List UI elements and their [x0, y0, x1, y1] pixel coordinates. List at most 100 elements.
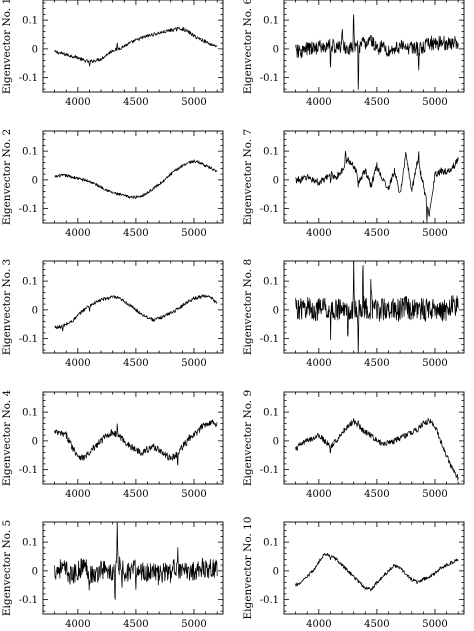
y-tick-label: 0 [32, 305, 38, 316]
x-tick-label: 5000 [422, 489, 447, 500]
y-tick-label: 0.1 [22, 147, 38, 158]
x-tick-label: 4500 [364, 489, 389, 500]
y-axis-label: Eigenvector No. 4 [1, 390, 13, 487]
axes-frame [42, 521, 224, 615]
x-tick-label: 4500 [123, 97, 148, 108]
y-tick-label: 0 [273, 436, 279, 447]
series-line [295, 14, 459, 90]
y-axis-label: Eigenvector No. 7 [242, 129, 254, 225]
y-axis-label: Eigenvector No. 8 [242, 259, 254, 355]
panel-eigenvector-5: 4000 4500 5000 -0.1 0 0.1 Eigenvector No. 5 [1, 520, 224, 630]
y-tick-label: 0.1 [263, 408, 279, 419]
y-axis-label: Eigenvector No. 1 [1, 0, 13, 94]
x-tick-label: 4000 [65, 489, 90, 500]
series-line [54, 522, 218, 600]
axes-frame [42, 391, 224, 485]
x-tick-label: 5000 [422, 619, 447, 630]
x-tick-label: 5000 [422, 228, 447, 239]
x-tick-label: 5000 [181, 619, 206, 630]
y-tick-label: 0.1 [22, 16, 38, 27]
panel-eigenvector-6: 4000 4500 5000 -0.1 0 0.1 Eigenvector No. 6 [242, 0, 465, 108]
y-axis-label: Eigenvector No. 6 [242, 0, 254, 94]
y-tick-label: 0 [273, 566, 279, 577]
y-tick-label: 0 [273, 44, 279, 55]
panel-eigenvector-2: 4000 4500 5000 -0.1 0 0.1 Eigenvector No. 2 [1, 129, 224, 239]
panel-eigenvector-7: 4000 4500 5000 -0.1 0 0.1 Eigenvector No. 7 [242, 129, 465, 239]
axes-frame [42, 0, 224, 93]
panel-eigenvector-9: 4000 4500 5000 -0.1 0 0.1 Eigenvector No. 9 [242, 390, 465, 500]
y-tick-label: -0.1 [19, 73, 38, 84]
y-tick-label: 0 [32, 566, 38, 577]
axes-frame [283, 130, 465, 224]
y-axis-label: Eigenvector No. 9 [242, 390, 254, 486]
y-tick-label: 0.1 [22, 277, 38, 288]
x-tick-label: 4500 [123, 358, 148, 369]
x-tick-label: 4500 [123, 489, 148, 500]
x-tick-label: 4000 [306, 619, 331, 630]
x-tick-label: 4500 [364, 358, 389, 369]
x-tick-label: 5000 [181, 228, 206, 239]
series-line [54, 159, 218, 199]
x-tick-label: 4000 [306, 358, 331, 369]
series-line [54, 419, 218, 466]
panel-eigenvector-8: 4000 4500 5000 -0.1 0 0.1 Eigenvector No. 8 [242, 259, 465, 369]
series-line [54, 26, 218, 67]
y-tick-label: 0 [32, 436, 38, 447]
panel-eigenvector-4: 4000 4500 5000 -0.1 0 0.1 Eigenvector No. 4 [1, 390, 224, 500]
axes-frame [42, 130, 224, 224]
series-line [295, 150, 459, 223]
x-tick-label: 5000 [181, 489, 206, 500]
axes-frame [42, 260, 224, 354]
x-tick-label: 4500 [123, 228, 148, 239]
x-tick-label: 4500 [123, 619, 148, 630]
x-tick-label: 4500 [364, 228, 389, 239]
y-tick-label: 0.1 [22, 538, 38, 549]
y-tick-label: 0.1 [263, 16, 279, 27]
y-tick-label: 0.1 [22, 408, 38, 419]
y-tick-label: 0.1 [263, 277, 279, 288]
y-tick-label: -0.1 [19, 465, 38, 476]
x-tick-label: 4000 [65, 358, 90, 369]
x-tick-label: 4500 [364, 619, 389, 630]
x-tick-label: 4000 [306, 489, 331, 500]
x-tick-label: 4000 [65, 228, 90, 239]
x-tick-label: 4000 [306, 97, 331, 108]
panel-eigenvector-3: 4000 4500 5000 -0.1 0 0.1 Eigenvector No. 3 [1, 259, 224, 369]
y-tick-label: 0 [32, 44, 38, 55]
y-tick-label: -0.1 [19, 595, 38, 606]
axes-frame [283, 260, 465, 354]
x-tick-label: 5000 [181, 358, 206, 369]
axes-frame [283, 521, 465, 615]
x-tick-label: 4000 [65, 97, 90, 108]
x-tick-label: 4500 [364, 97, 389, 108]
x-tick-label: 5000 [422, 97, 447, 108]
x-tick-label: 4000 [306, 228, 331, 239]
y-tick-label: -0.1 [19, 204, 38, 215]
y-tick-label: 0 [273, 175, 279, 186]
x-tick-label: 5000 [181, 97, 206, 108]
x-tick-label: 5000 [422, 358, 447, 369]
y-axis-label: Eigenvector No. 2 [1, 129, 13, 225]
y-tick-label: -0.1 [260, 204, 279, 215]
y-tick-label: -0.1 [260, 73, 279, 84]
series-line [54, 294, 218, 332]
x-tick-label: 4000 [65, 619, 90, 630]
y-tick-label: 0.1 [263, 538, 279, 549]
y-tick-label: -0.1 [260, 595, 279, 606]
axes-frame [283, 391, 465, 485]
y-tick-label: 0.1 [263, 147, 279, 158]
y-tick-label: 0 [32, 175, 38, 186]
panel-eigenvector-1: 4000 4500 5000 -0.1 0 0.1 Eigenvector No. 1 [1, 0, 224, 108]
series-line [295, 261, 459, 353]
axes-frame [283, 0, 465, 93]
y-axis-label: Eigenvector No. 3 [1, 259, 13, 355]
y-axis-label: Eigenvector No. 5 [1, 520, 13, 616]
y-axis-label: Eigenvector No. 10 [242, 516, 254, 619]
y-tick-label: -0.1 [260, 334, 279, 345]
y-tick-label: -0.1 [19, 334, 38, 345]
panel-eigenvector-10: 4000 4500 5000 -0.1 0 0.1 Eigenvector No. 10 [242, 516, 465, 630]
series-line [295, 418, 459, 481]
y-tick-label: 0 [273, 305, 279, 316]
series-line [295, 553, 459, 592]
